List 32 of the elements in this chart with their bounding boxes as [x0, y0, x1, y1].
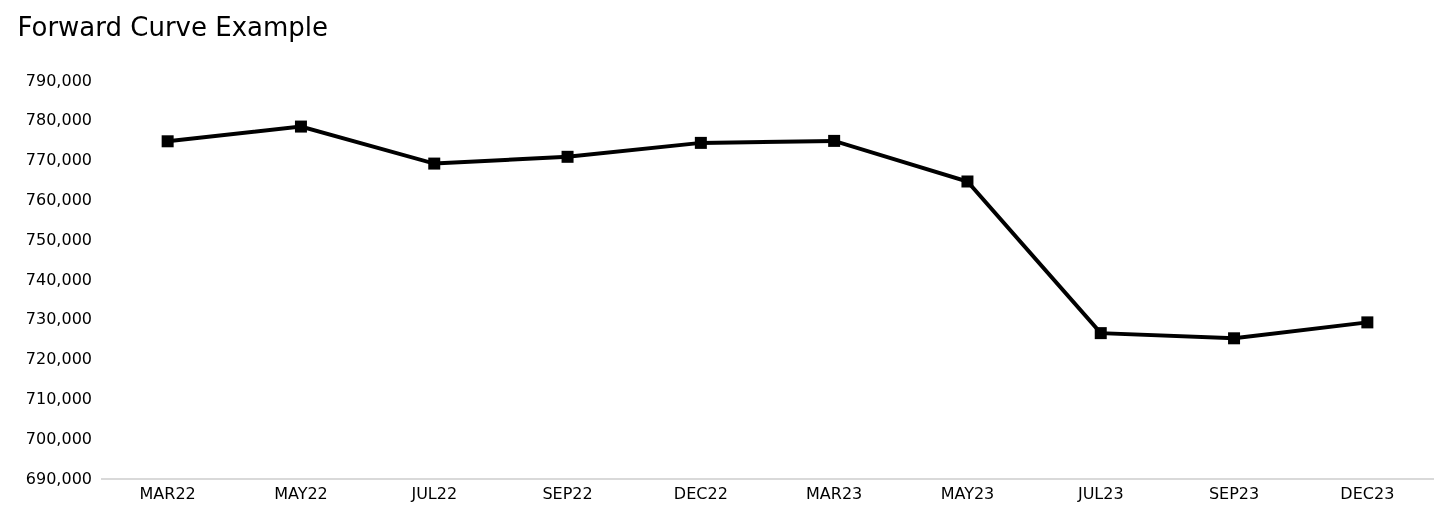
x-tick-label: MAR23 [806, 484, 863, 504]
y-tick-label: 770,000 [25, 150, 92, 170]
x-tick-label: MAY22 [274, 484, 328, 504]
point [828, 134, 841, 147]
point [1361, 316, 1374, 329]
point [961, 175, 974, 188]
point [428, 157, 441, 170]
point [1228, 332, 1241, 345]
x-tick-label: DEC23 [1340, 484, 1395, 504]
y-tick-label: 730,000 [25, 309, 92, 329]
point [1094, 327, 1107, 340]
y-tick-label: 780,000 [25, 110, 92, 130]
x-tick-label: JUL23 [1076, 484, 1124, 504]
x-tick-label: MAY23 [940, 484, 995, 504]
y-tick-label: 790,000 [25, 70, 92, 90]
y-tick-label: 700,000 [25, 428, 92, 448]
y-tick-label: 760,000 [25, 190, 92, 209]
x-tick-label: SEP23 [1208, 484, 1260, 504]
point [294, 120, 307, 133]
point [561, 150, 574, 163]
x-tick-label: SEP22 [542, 484, 593, 504]
x-tick-label: DEC22 [673, 484, 728, 504]
point [161, 135, 174, 148]
x-tick-label: MAR22 [139, 484, 196, 504]
point [694, 136, 707, 149]
y-tick-label: 690,000 [25, 468, 92, 488]
y-tick-label: 740,000 [25, 269, 92, 289]
y-tick-label: 750,000 [25, 229, 92, 249]
x-tick-label: JUL22 [410, 484, 458, 504]
y-tick-label: 710,000 [25, 389, 92, 408]
chart-title: Forward Curve Example [17, 12, 329, 43]
y-tick-label: 720,000 [25, 349, 92, 369]
